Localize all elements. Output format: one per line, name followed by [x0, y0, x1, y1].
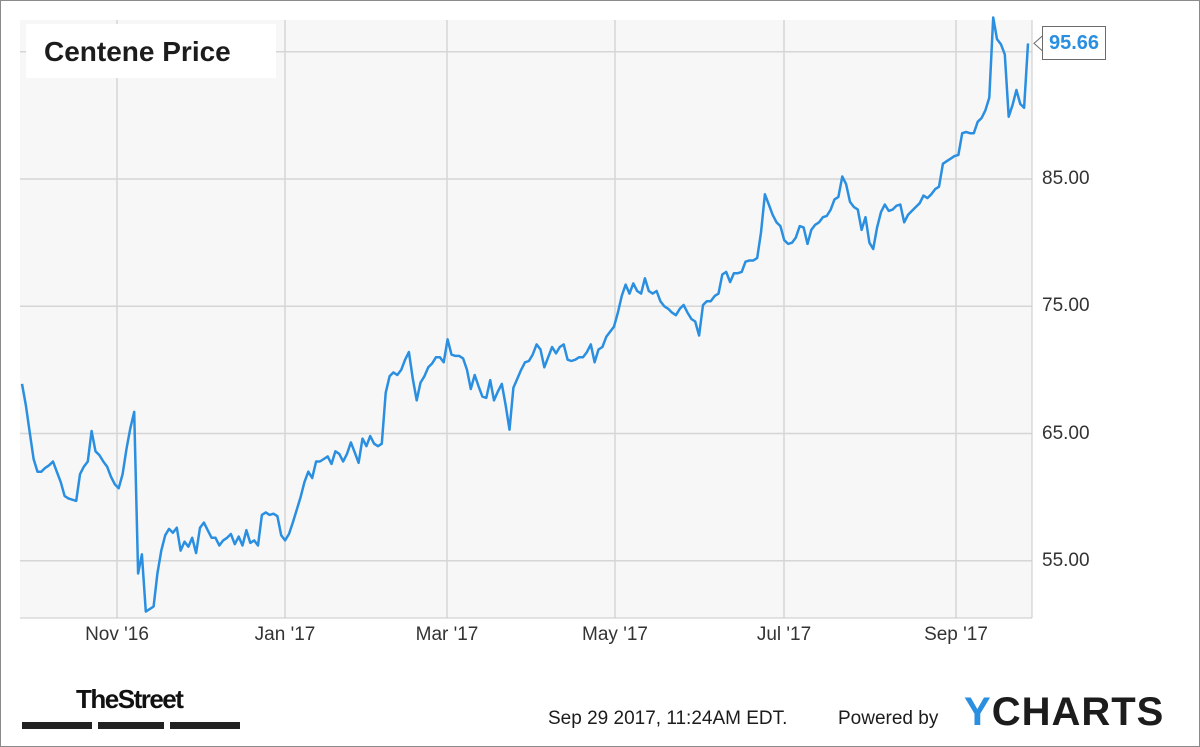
- powered-by-label: Powered by: [838, 708, 939, 729]
- y-tick-label: 55.00: [1042, 549, 1090, 571]
- x-tick-label: Jan '17: [254, 624, 316, 645]
- ycharts-logo-y: Y: [964, 690, 992, 734]
- thestreet-logo-bar: [22, 722, 92, 729]
- y-tick-label: 65.00: [1042, 422, 1090, 444]
- x-tick-label: May '17: [582, 624, 648, 645]
- thestreet-logo-bar: [170, 722, 240, 729]
- thestreet-logo: TheStreet: [76, 684, 184, 714]
- price-line: [20, 16, 1030, 613]
- chart-title: Centene Price: [44, 36, 231, 67]
- thestreet-logo-bar: [98, 722, 164, 729]
- vertical-gridlines: [116, 20, 957, 618]
- y-tick-label: 85.00: [1042, 168, 1090, 190]
- y-tick-label: 75.00: [1042, 295, 1090, 317]
- x-tick-label: Nov '16: [85, 624, 149, 645]
- x-tick-label: Mar '17: [415, 624, 479, 645]
- ycharts-logo: YCHARTS: [964, 690, 1164, 735]
- chart-title-box: Centene Price: [26, 24, 276, 78]
- x-tick-label: Sep '17: [924, 624, 988, 645]
- x-tick-label: Jul '17: [756, 624, 812, 645]
- chart-timestamp: Sep 29 2017, 11:24AM EDT.: [548, 708, 788, 729]
- price-series: [20, 16, 1030, 613]
- ycharts-logo-rest: CHARTS: [991, 690, 1165, 734]
- last-value-label: 95.66: [1042, 26, 1107, 61]
- plot-area: [20, 20, 1032, 618]
